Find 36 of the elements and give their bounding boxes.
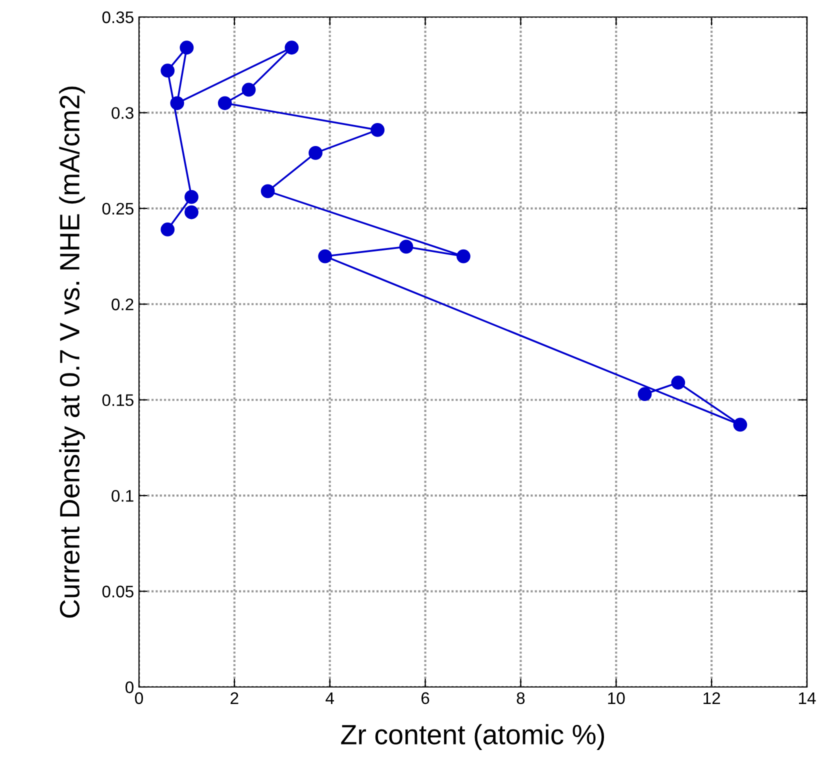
y-tick-label: 0.1 xyxy=(112,490,134,502)
point xyxy=(184,190,198,204)
x-tick-label: 14 xyxy=(799,692,816,704)
point xyxy=(638,387,652,402)
point xyxy=(284,40,299,55)
point xyxy=(160,222,175,236)
point xyxy=(318,249,332,264)
x-tick-label: 2 xyxy=(230,692,238,704)
y-axis-title: Current Density at 0.7 V vs. NHE (mA/cm2) xyxy=(59,86,86,618)
point xyxy=(399,240,414,254)
point xyxy=(733,418,748,432)
x-tick-label: 0 xyxy=(135,692,143,704)
point xyxy=(170,96,184,110)
x-axis-title: Zr content (atomic %) xyxy=(341,724,604,750)
y-tick-label: 0.05 xyxy=(102,586,134,598)
point xyxy=(260,184,275,198)
y-tick-label: 0.35 xyxy=(102,11,134,24)
y-tick-label: 0.2 xyxy=(112,298,134,310)
x-tick-label: 4 xyxy=(326,692,334,704)
point xyxy=(180,40,194,55)
point xyxy=(160,64,175,78)
x-tick-label: 8 xyxy=(516,692,525,704)
point xyxy=(671,376,686,390)
x-tick-label: 6 xyxy=(422,692,430,704)
y-tick-label: 0.25 xyxy=(102,202,134,215)
y-tick-label: 0.3 xyxy=(112,107,134,119)
point xyxy=(242,82,256,97)
x-tick-label: 10 xyxy=(608,692,625,704)
point xyxy=(308,146,322,160)
point xyxy=(184,205,198,220)
y-tick-label: 0 xyxy=(126,681,134,694)
point xyxy=(456,249,470,264)
y-tick-label: 0.15 xyxy=(102,394,134,406)
x-tick-label: 12 xyxy=(704,692,720,704)
point xyxy=(370,123,385,137)
point xyxy=(218,96,232,110)
